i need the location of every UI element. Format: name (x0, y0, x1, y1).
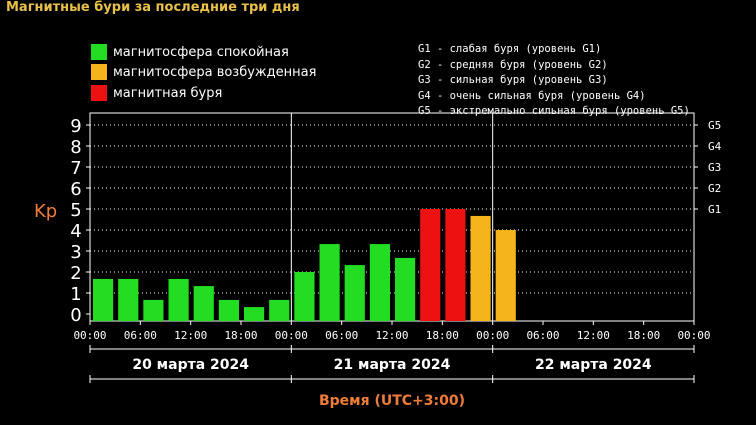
kp-bar-13 (420, 209, 441, 321)
legend-label-quiet: магнитосфера спокойная (113, 44, 289, 60)
x-tick-label-7: 18:00 (426, 329, 459, 342)
kp-bar-15 (470, 215, 491, 321)
day-label-2: 22 марта 2024 (535, 357, 652, 373)
x-tick-label-11: 18:00 (627, 329, 660, 342)
y-tick-label-9: 9 (70, 116, 81, 137)
x-tick-label-6: 12:00 (375, 329, 408, 342)
kp-bar-1 (118, 278, 139, 321)
kp-bar-7 (269, 299, 290, 321)
kp-bar-9 (319, 244, 340, 321)
kp-bar-16 (495, 230, 516, 321)
x-tick-label-12: 00:00 (677, 329, 710, 342)
legend-item-quiet: магнитосфера спокойная (91, 43, 289, 61)
legend-item-excited: магнитосфера возбужденная (91, 63, 316, 81)
kp-bar-4 (193, 286, 214, 321)
y-tick-label-5: 5 (70, 200, 81, 221)
x-tick-label-1: 06:00 (124, 329, 157, 342)
legend-item-storm: магнитная буря (91, 84, 222, 102)
kp-bar-2 (143, 299, 164, 321)
y-tick-label-1: 1 (70, 284, 81, 305)
scale-legend-g3: G3 - сильная буря (уровень G3) (418, 74, 608, 86)
y-tick-label-4: 4 (70, 221, 81, 242)
scale-legend-g1: G1 - слабая буря (уровень G1) (418, 43, 602, 55)
kp-bar-6 (244, 307, 265, 321)
chart-title: Магнитные бури за последние три дня (6, 0, 300, 15)
legend-label-storm: магнитная буря (113, 85, 223, 101)
kp-bar-12 (395, 257, 416, 321)
kp-bar-5 (218, 299, 239, 321)
kp-bar-14 (445, 209, 466, 321)
scale-legend-g4: G4 - очень сильная буря (уровень G4) (418, 89, 646, 102)
legend-label-excited: магнитосфера возбужденная (113, 64, 317, 80)
day-label-1: 21 марта 2024 (334, 357, 451, 373)
g-tick-label-g4: G4 (708, 140, 722, 153)
g-tick-label-g3: G3 (708, 161, 721, 174)
legend-swatch-quiet (91, 44, 107, 60)
x-tick-label-10: 12:00 (577, 329, 610, 342)
y-tick-label-3: 3 (70, 242, 81, 263)
y-tick-label-6: 6 (70, 179, 81, 200)
y-tick-label-0: 0 (70, 305, 81, 326)
x-tick-label-0: 00:00 (73, 329, 106, 342)
x-tick-label-4: 00:00 (275, 329, 308, 342)
scale-legend-g5: G5 - экстремально сильная буря (уровень … (418, 105, 690, 117)
y-tick-label-8: 8 (70, 137, 81, 158)
g-tick-label-g1: G1 (708, 203, 721, 216)
kp-bar-0 (93, 278, 114, 321)
y-tick-label-7: 7 (70, 158, 81, 179)
y-axis-label: Kp (34, 201, 57, 222)
scale-legend-g2: G2 - средняя буря (уровень G2) (418, 58, 608, 71)
x-tick-label-9: 06:00 (526, 329, 559, 342)
x-tick-label-2: 12:00 (174, 329, 207, 342)
kp-bar-11 (369, 244, 390, 321)
day-label-0: 20 марта 2024 (132, 357, 249, 373)
g-tick-label-g5: G5 (708, 119, 721, 132)
x-tick-label-5: 06:00 (325, 329, 358, 342)
kp-bar-8 (294, 272, 315, 321)
legend-swatch-excited (91, 64, 107, 80)
kp-bar-10 (344, 265, 365, 321)
legend-swatch-storm (91, 85, 107, 101)
x-tick-label-8: 00:00 (476, 329, 509, 342)
storm-scale-legend: G1 - слабая буря (уровень G1) G2 - средн… (418, 42, 690, 120)
y-tick-label-2: 2 (70, 263, 81, 284)
x-axis-label: Время (UTC+3:00) (319, 393, 465, 409)
x-tick-label-3: 18:00 (224, 329, 257, 342)
kp-bar-3 (168, 278, 189, 321)
g-tick-label-g2: G2 (708, 182, 721, 195)
